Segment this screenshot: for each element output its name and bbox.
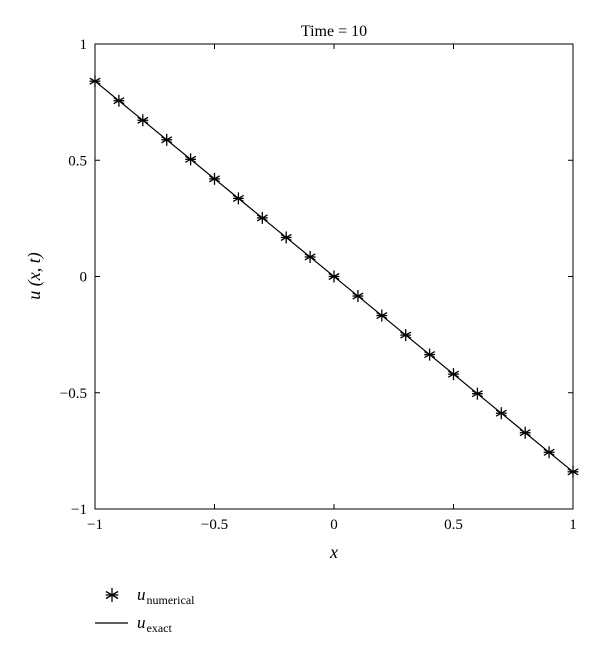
data-point-marker — [161, 133, 173, 146]
data-point-marker — [424, 348, 436, 361]
data-point-marker — [105, 588, 119, 602]
chart-title: Time = 10 — [301, 23, 367, 40]
data-point-marker — [543, 446, 555, 459]
data-point-marker — [400, 329, 412, 342]
data-point-marker — [113, 94, 125, 107]
x-tick-label: 1 — [569, 517, 577, 533]
data-point-marker — [495, 407, 507, 420]
data-point-marker — [89, 75, 101, 88]
data-point-marker — [185, 153, 197, 166]
series-markers — [89, 75, 579, 478]
x-tick-label: 0 — [330, 517, 338, 533]
y-tick-label: 1 — [80, 37, 88, 53]
data-point-marker — [567, 465, 579, 478]
data-point-marker — [328, 270, 340, 283]
tick-labels: −1 −0.5 0 0.5 1 −1 −0.5 0 0.5 1 — [60, 37, 577, 533]
data-point-marker — [232, 192, 244, 205]
legend-label: uexact — [137, 613, 172, 635]
data-point-marker — [447, 368, 460, 381]
data-point-marker — [471, 387, 483, 400]
y-tick-label: 0.5 — [68, 153, 87, 169]
data-point-marker — [256, 211, 268, 224]
legend: unumerical uexact — [95, 585, 195, 635]
legend-entry-exact: uexact — [95, 613, 172, 635]
ticks — [94, 43, 574, 510]
x-tick-label: 0.5 — [444, 517, 463, 533]
legend-entry-numerical: unumerical — [105, 585, 195, 607]
data-point-marker — [304, 250, 316, 263]
data-point-marker — [208, 172, 221, 185]
data-point-marker — [519, 426, 531, 439]
y-tick-label: −0.5 — [60, 386, 87, 402]
legend-label: unumerical — [137, 585, 195, 607]
y-axis-label: u (x, t) — [24, 252, 45, 299]
x-tick-label: −0.5 — [201, 517, 228, 533]
y-tick-label: 0 — [80, 270, 88, 286]
data-point-marker — [137, 114, 149, 127]
data-point-marker — [280, 231, 292, 244]
x-axis-label: x — [329, 542, 338, 562]
x-tick-label: −1 — [87, 517, 103, 533]
y-tick-label: −1 — [71, 502, 87, 518]
data-point-marker — [352, 290, 364, 303]
data-point-marker — [376, 309, 388, 322]
